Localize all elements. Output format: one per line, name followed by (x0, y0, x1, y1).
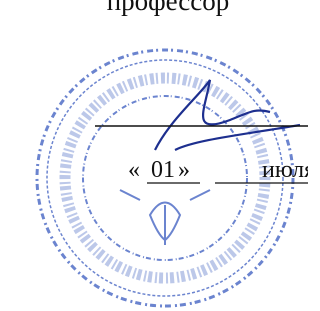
date-day: 01 (151, 157, 175, 183)
date-month: июля (262, 157, 308, 183)
stamp-emblem (120, 190, 210, 245)
date-close-quote: » (178, 157, 190, 183)
document-fragment: профессор « 01 » июля (0, 0, 308, 311)
signature (155, 80, 300, 150)
position-title: профессор (107, 0, 230, 16)
date-open-quote: « (128, 157, 140, 183)
